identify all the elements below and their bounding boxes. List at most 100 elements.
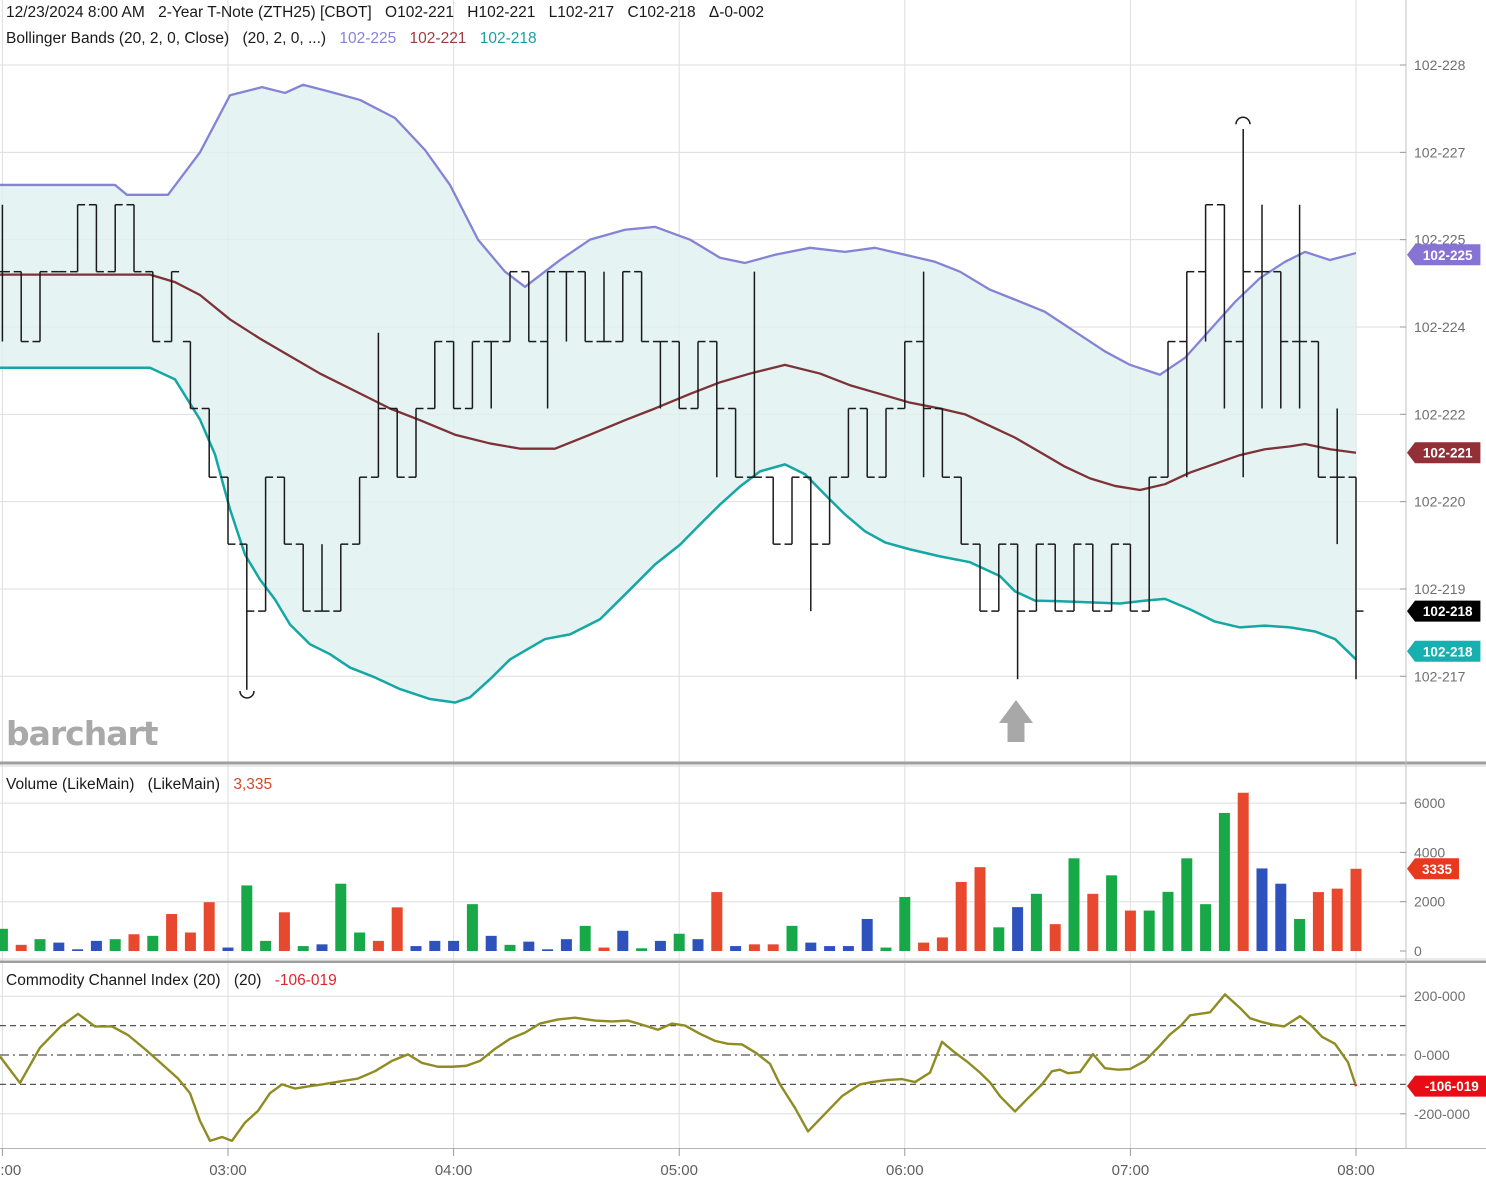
volume-bar xyxy=(1124,910,1136,951)
volume-bar xyxy=(34,939,46,951)
volume-bar xyxy=(1331,888,1343,951)
cci-axis-label: 200-000 xyxy=(1414,988,1466,1004)
ohlc-bar xyxy=(1329,408,1345,545)
cci-line xyxy=(0,1024,63,1085)
volume-bar xyxy=(974,867,986,951)
ohlc-bar xyxy=(577,270,593,343)
bollinger-middle-line xyxy=(0,273,1357,492)
price-axis-label: 102-228 xyxy=(1414,57,1466,73)
ohlc-bar xyxy=(1216,203,1232,409)
title-symbol: 2-Year T-Note (ZTH25) [CBOT] xyxy=(158,4,372,21)
cci-name: Commodity Channel Index (20) xyxy=(6,972,221,989)
ohlc-bar xyxy=(370,332,386,478)
ohlc-bar xyxy=(1254,204,1270,409)
ohlc-bar xyxy=(427,340,443,410)
ohlc-bar xyxy=(239,543,255,690)
volume-bar xyxy=(1162,891,1174,951)
time-axis-label: 06:00 xyxy=(886,1162,924,1179)
time-axis-label: 07:00 xyxy=(1112,1162,1150,1179)
ohlc-bar xyxy=(709,340,725,478)
ohlc-bar xyxy=(1085,543,1101,612)
volume-bar xyxy=(955,881,967,951)
volume-badge xyxy=(1407,858,1459,880)
price-badge xyxy=(1407,442,1481,464)
ohlc-bar xyxy=(1310,340,1326,478)
volume-bar xyxy=(72,949,84,951)
time-axis-label: 04:00 xyxy=(435,1162,473,1179)
ohlc-bar xyxy=(126,203,142,273)
panel-separator-edge xyxy=(0,765,1486,767)
ohlc-bar xyxy=(615,270,631,343)
volume-badge-label: 3335 xyxy=(1422,862,1453,877)
ohlc-bar xyxy=(295,543,311,612)
ohlc-bar xyxy=(991,543,1007,612)
ohlc-bar xyxy=(652,340,668,409)
barchart-watermark: barchart xyxy=(6,714,159,753)
price-badge xyxy=(1407,640,1481,662)
ohlc-bar xyxy=(276,476,292,545)
volume-bar xyxy=(504,944,516,951)
ohlc-bar xyxy=(690,340,706,410)
volume-bar xyxy=(636,948,648,951)
volume-bar xyxy=(166,914,178,951)
ohlc-bar xyxy=(107,203,123,273)
ohlc-bar xyxy=(746,271,762,478)
ohlc-bar xyxy=(258,476,274,612)
ohlc-bar xyxy=(145,270,161,343)
ohlc-bar xyxy=(1066,543,1082,612)
volume-axis-label: 4000 xyxy=(1414,844,1445,860)
volume-axis-label: 2000 xyxy=(1414,894,1445,910)
volume-bar xyxy=(109,939,121,951)
volume-bar xyxy=(993,927,1005,951)
volume-bar xyxy=(560,939,572,951)
volume-bar xyxy=(1312,892,1324,951)
time-axis-label: 05:00 xyxy=(660,1162,698,1179)
ohlc-bar xyxy=(389,407,405,478)
indicator-legend: Bollinger Bands (20, 2, 0, Close) (20, 2… xyxy=(6,30,546,48)
volume-bar xyxy=(241,885,253,951)
volume-bar xyxy=(1200,904,1212,951)
ohlc-bar xyxy=(1348,476,1364,680)
ohlc-bar xyxy=(333,543,349,612)
ohlc-bar xyxy=(220,476,236,545)
volume-bar xyxy=(90,940,102,951)
up-arrow-icon xyxy=(999,700,1033,742)
volume-bar xyxy=(1030,893,1042,951)
ohlc-bar xyxy=(634,270,650,343)
volume-bar xyxy=(1237,792,1249,951)
volume-bar xyxy=(448,940,460,951)
cci-line xyxy=(990,993,1279,1113)
indicator-middle-value: 102-221 xyxy=(409,30,467,47)
ohlc-bar xyxy=(596,271,612,343)
indicator-upper-value: 102-225 xyxy=(339,30,397,47)
price-badge-label: 102-225 xyxy=(1423,248,1473,263)
ohlc-bar xyxy=(822,476,838,545)
volume-bar xyxy=(899,897,911,951)
ohlc-bar xyxy=(0,204,10,342)
ohlc-bar xyxy=(540,270,556,409)
price-badge xyxy=(1407,600,1481,622)
price-badge-label: 102-218 xyxy=(1423,644,1473,659)
ohlc-bar xyxy=(1179,270,1195,478)
volume-bar xyxy=(730,946,742,951)
quote-low: L102-217 xyxy=(548,4,615,21)
volume-bar xyxy=(748,944,760,951)
ohlc-bar xyxy=(1104,543,1120,612)
quote-open: O102-221 xyxy=(385,4,454,21)
ohlc-bar xyxy=(728,407,744,478)
volume-bar xyxy=(203,902,215,951)
ohlc-bar xyxy=(13,270,29,343)
title-bar: 12/23/2024 8:00 AM 2-Year T-Note (ZTH25)… xyxy=(6,4,773,22)
ohlc-bar xyxy=(1292,204,1308,409)
quote-close: C102-218 xyxy=(627,4,696,21)
ohlc-bar xyxy=(1122,543,1138,612)
volume-bar xyxy=(278,912,290,951)
ohlc-bar xyxy=(784,476,800,545)
indicator-lower-value: 102-218 xyxy=(479,30,537,47)
session-high-marker xyxy=(1235,116,1251,125)
cci-value: -106-019 xyxy=(274,972,337,989)
quote-change: Δ-0-002 xyxy=(708,4,765,21)
ohlc-bar xyxy=(483,340,499,409)
